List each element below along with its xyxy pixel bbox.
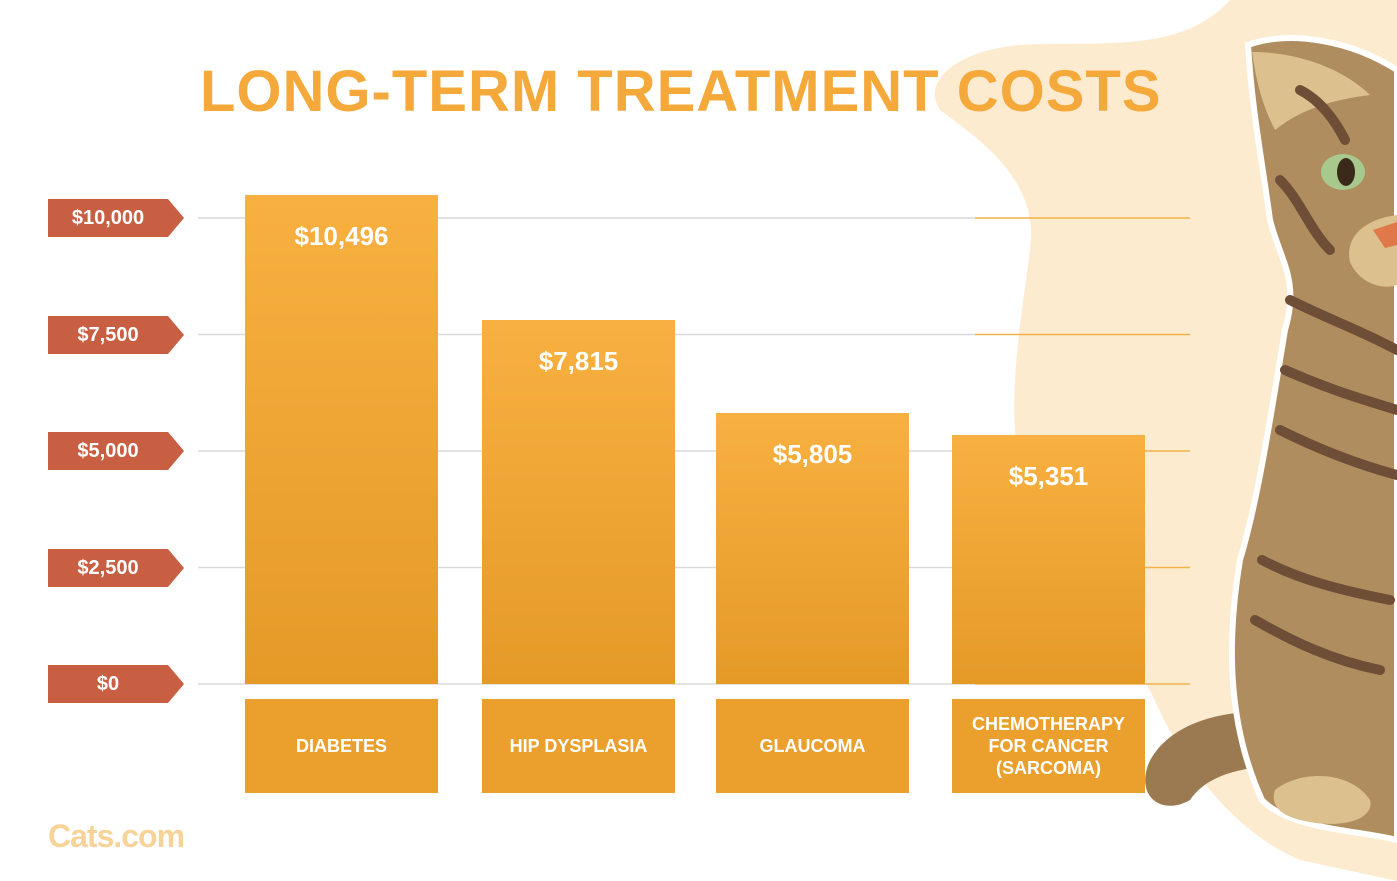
chart-title: LONG-TERM TREATMENT COSTS xyxy=(200,59,1162,124)
bar-value-label: $5,351 xyxy=(1008,460,1089,491)
y-tick-label: $10,000 xyxy=(48,199,184,237)
y-tick-label: $5,000 xyxy=(48,432,184,470)
cat-nose xyxy=(1373,222,1397,248)
category-label: DIABETES xyxy=(245,699,438,793)
stripe xyxy=(1280,365,1397,415)
stripe xyxy=(1275,425,1397,480)
bar-value-label: $5,805 xyxy=(772,439,853,470)
bar: $7,815 xyxy=(482,319,675,684)
cat-pupil xyxy=(1337,158,1355,186)
cat-stripes xyxy=(1250,85,1397,675)
bar-value-label: $10,496 xyxy=(294,220,389,251)
y-tick-label: $7,500 xyxy=(48,315,184,354)
bar: $10,496 xyxy=(245,194,438,684)
bar: $5,351 xyxy=(952,434,1145,684)
bar: $5,805 xyxy=(716,413,909,684)
bar-value-label: $7,815 xyxy=(538,345,619,376)
brand-logo: Cats.com xyxy=(48,818,185,854)
stripe xyxy=(1275,175,1335,255)
stripe xyxy=(1285,295,1397,355)
stripe xyxy=(1295,85,1350,145)
category-label: GLAUCOMA xyxy=(716,699,909,793)
category-label: CHEMOTHERAPY FOR CANCER (SARCOMA) xyxy=(952,699,1145,793)
cat-illustration xyxy=(1145,35,1397,844)
stripe xyxy=(1257,555,1395,605)
cat-paw xyxy=(1273,776,1371,824)
y-tick-label: $2,500 xyxy=(48,548,184,587)
stripe xyxy=(1250,615,1385,675)
category-label: HIP DYSPLASIA xyxy=(482,699,675,793)
y-tick-label: $0 xyxy=(48,665,184,703)
